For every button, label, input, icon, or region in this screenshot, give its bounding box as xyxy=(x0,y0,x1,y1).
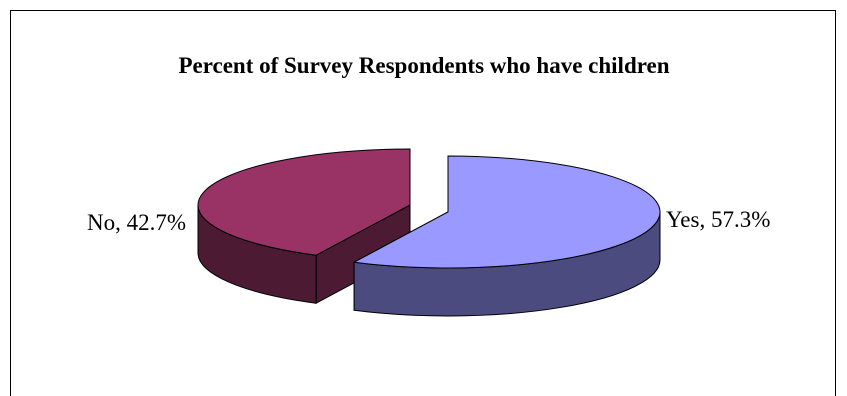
pie-slice-no xyxy=(197,148,411,305)
data-label-no: No, 42.7% xyxy=(87,210,186,235)
slice-top-face xyxy=(352,155,661,269)
data-label-yes: Yes, 57.3% xyxy=(666,207,770,232)
chart-title: Percent of Survey Respondents who have c… xyxy=(178,53,670,78)
chart-frame: Percent of Survey Respondents who have c… xyxy=(10,10,836,396)
slice-top-face xyxy=(197,148,411,256)
pie-slice-yes xyxy=(352,155,661,317)
